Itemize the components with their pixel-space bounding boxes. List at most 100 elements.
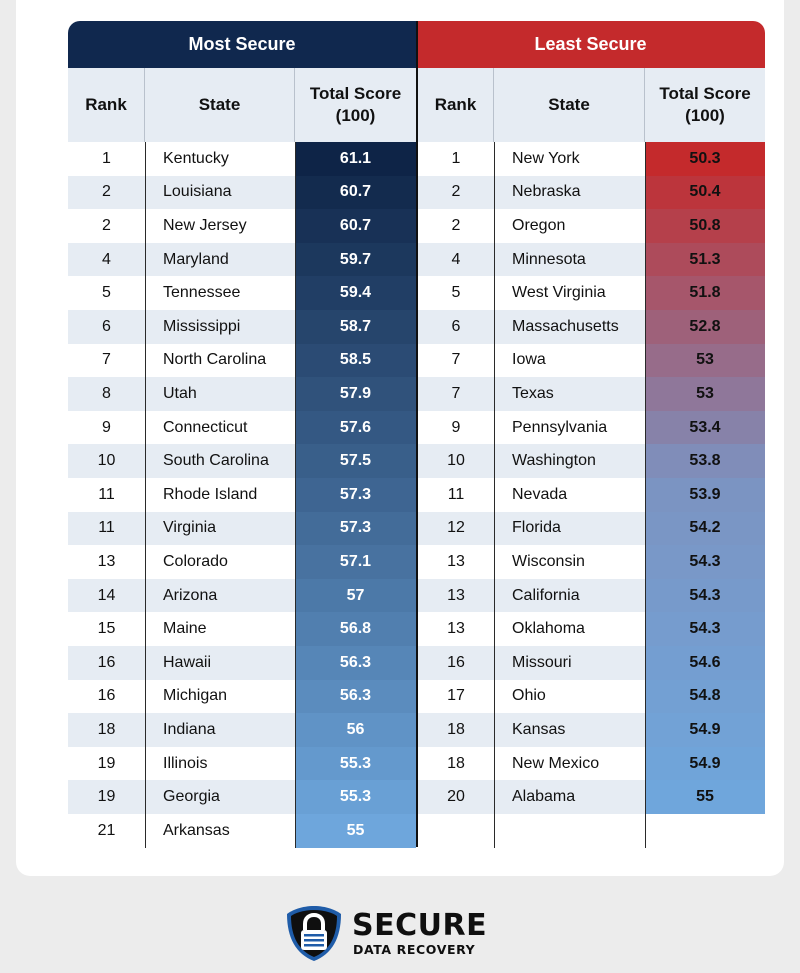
- table-row: 17 Ohio 54.8: [418, 679, 765, 714]
- least-secure-banner: Least Secure: [416, 21, 765, 68]
- column-header-rank: Rank: [418, 68, 494, 142]
- score-cell: 59.7: [295, 242, 416, 277]
- rank-cell: 18: [447, 754, 465, 772]
- state-cell: Washington: [512, 452, 596, 470]
- rank-cell: 10: [447, 452, 465, 470]
- table-row: 16 Missouri 54.6: [418, 646, 765, 680]
- score-cell: 55: [645, 780, 765, 814]
- logo-title: SECURE: [352, 908, 488, 943]
- rank-cell: 19: [97, 788, 116, 806]
- state-cell: Arkansas: [163, 821, 230, 839]
- score-cell: 57.6: [295, 410, 416, 445]
- state-cell: Rhode Island: [163, 485, 258, 503]
- state-cell: Wisconsin: [512, 552, 585, 570]
- state-cell: Kansas: [512, 720, 566, 738]
- score-cell: 57.9: [295, 377, 416, 411]
- rank-cell: 2: [102, 216, 111, 234]
- table-row: 10 South Carolina 57.5: [68, 444, 416, 478]
- state-cell: Missouri: [512, 653, 572, 671]
- score-cell: 52.8: [645, 310, 765, 344]
- rank-cell: 11: [98, 485, 115, 503]
- rank-cell: 19: [97, 754, 116, 772]
- table-row: 12 Florida 54.2: [418, 511, 765, 546]
- rank-cell: 7: [102, 351, 111, 369]
- rank-cell: 13: [97, 552, 116, 570]
- state-cell: Hawaii: [163, 653, 212, 671]
- rank-cell: 9: [451, 418, 461, 436]
- score-cell: 53.4: [645, 410, 765, 445]
- score-cell: 55: [295, 814, 416, 848]
- state-cell: Ohio: [512, 687, 546, 705]
- table-row: 11 Rhode Island 57.3: [68, 478, 416, 512]
- state-cell: Maryland: [163, 250, 229, 268]
- state-cell: Louisiana: [163, 183, 232, 201]
- secure-data-recovery-logo: SECURE DATA RECOVERY: [284, 904, 524, 962]
- state-cell: North Carolina: [163, 351, 267, 369]
- rank-cell: 18: [97, 720, 116, 738]
- table-row: 6 Massachusetts 52.8: [418, 310, 765, 344]
- state-cell: Utah: [163, 384, 197, 402]
- table-row: 13 California 54.3: [418, 578, 765, 613]
- table-divider: [416, 21, 418, 847]
- rank-cell: 11: [447, 485, 465, 503]
- state-cell: Indiana: [163, 720, 216, 738]
- state-cell: Oregon: [512, 216, 566, 234]
- state-cell: Pennsylvania: [512, 418, 608, 436]
- score-cell: 50.3: [645, 142, 765, 176]
- score-cell: 56.8: [295, 612, 416, 646]
- rank-cell: 8: [102, 384, 111, 402]
- state-cell: Nevada: [512, 485, 568, 503]
- rank-cell: 12: [447, 519, 465, 537]
- table-row: 9 Connecticut 57.6: [68, 410, 416, 445]
- rank-cell: 5: [451, 284, 461, 302]
- column-header-state: State: [145, 68, 295, 142]
- rank-cell: 13: [447, 620, 465, 638]
- score-cell: 61.1: [295, 142, 416, 176]
- score-cell: 58.5: [295, 343, 416, 378]
- state-cell: Minnesota: [512, 250, 586, 268]
- state-cell: Iowa: [512, 351, 546, 369]
- score-cell: 54.8: [645, 679, 765, 714]
- rank-cell: 1: [451, 149, 461, 167]
- table-row: 18 Indiana 56: [68, 713, 416, 747]
- score-cell: 54.3: [645, 545, 765, 579]
- score-cell: 60.7: [295, 175, 416, 210]
- rank-cell: 4: [102, 250, 111, 268]
- table-row: 2 Oregon 50.8: [418, 209, 765, 243]
- score-cell: 56.3: [295, 646, 416, 680]
- score-cell: 54.3: [645, 578, 765, 613]
- rank-cell: 14: [97, 586, 116, 604]
- table-row: 16 Hawaii 56.3: [68, 646, 416, 680]
- rank-cell: 2: [451, 216, 461, 234]
- rank-cell: 4: [451, 250, 461, 268]
- state-cell: Mississippi: [163, 317, 241, 335]
- table-row: 13 Wisconsin 54.3: [418, 545, 765, 579]
- rank-cell: 21: [97, 821, 116, 839]
- table-row: 11 Virginia 57.3: [68, 511, 416, 546]
- rank-cell: 13: [447, 552, 465, 570]
- state-cell: New Jersey: [163, 216, 247, 234]
- table-row: 7 Texas 53: [418, 377, 765, 411]
- table-row: 15 Maine 56.8: [68, 612, 416, 646]
- rank-cell: 13: [447, 586, 465, 604]
- table-row: 1 Kentucky 61.1: [68, 142, 416, 176]
- score-cell: 57.3: [295, 478, 416, 512]
- table-row: 9 Pennsylvania 53.4: [418, 410, 765, 445]
- state-cell: New York: [512, 149, 580, 167]
- table-row: 19 Illinois 55.3: [68, 746, 416, 781]
- score-cell: 57: [295, 578, 416, 613]
- score-cell: 53: [645, 343, 765, 378]
- table-card: Most Secure Least Secure Rank State Tota…: [16, 0, 784, 876]
- rank-cell: 7: [451, 351, 461, 369]
- column-gridline: [644, 142, 646, 848]
- rank-cell: 2: [102, 183, 111, 201]
- score-cell: 57.3: [295, 511, 416, 546]
- score-cell: 50.8: [645, 209, 765, 243]
- table-row: 21 Arkansas 55: [68, 814, 416, 848]
- state-cell: Arizona: [163, 586, 218, 604]
- table-row: 6 Mississippi 58.7: [68, 310, 416, 344]
- rank-cell: 16: [97, 687, 116, 705]
- score-cell: 53: [645, 377, 765, 411]
- table-row: 20 Alabama 55: [418, 780, 765, 814]
- column-header-state: State: [494, 68, 645, 142]
